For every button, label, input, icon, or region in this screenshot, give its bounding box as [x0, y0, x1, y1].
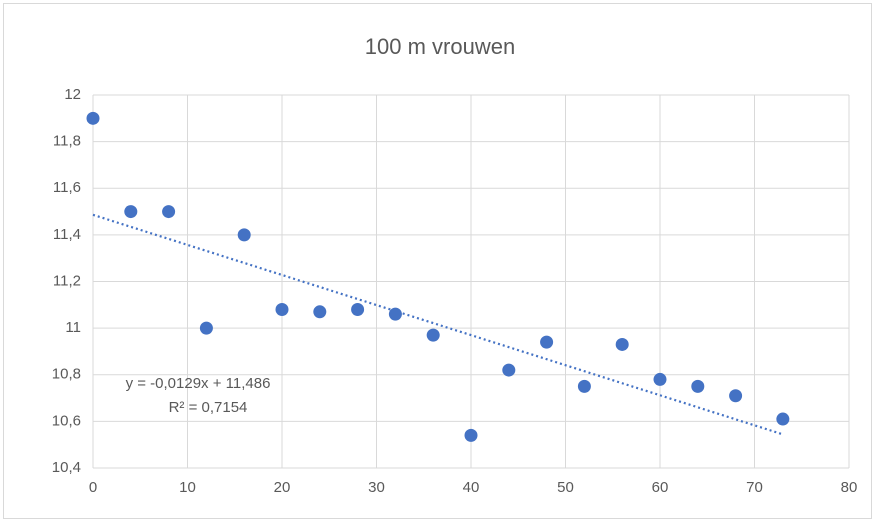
data-point	[237, 228, 251, 242]
chart-title: 100 m vrouwen	[365, 34, 515, 59]
data-point	[351, 302, 365, 316]
y-tick-label: 10,8	[52, 366, 81, 383]
data-point	[313, 305, 327, 319]
data-point	[426, 328, 440, 342]
y-tick-label: 10,6	[52, 412, 81, 429]
y-tick-label: 11,2	[53, 272, 81, 289]
x-tick-label: 10	[179, 479, 196, 496]
x-tick-label: 40	[463, 479, 480, 496]
x-tick-label: 50	[557, 479, 574, 496]
data-point	[388, 307, 402, 321]
trendline	[92, 213, 784, 436]
data-point	[86, 111, 100, 125]
data-point	[199, 321, 213, 335]
data-point	[653, 372, 667, 386]
x-tick-label: 60	[652, 479, 669, 496]
trendline-equation: y = -0,0129x + 11,486	[126, 375, 271, 392]
x-tick-label: 80	[841, 479, 858, 496]
data-point	[577, 379, 591, 393]
data-point	[162, 205, 176, 219]
chart-border	[3, 3, 872, 519]
y-tick-label: 11	[65, 319, 81, 336]
trendline-r-squared: R² = 0,7154	[169, 399, 248, 416]
y-tick-label: 12	[64, 86, 81, 103]
x-tick-label: 70	[746, 479, 763, 496]
y-tick-label: 10,4	[52, 459, 81, 476]
x-tick-label: 0	[89, 479, 97, 496]
y-tick-label: 11,6	[53, 179, 81, 196]
data-point	[124, 205, 138, 219]
data-point	[729, 389, 743, 403]
data-point	[540, 335, 554, 349]
x-tick-label: 20	[274, 479, 291, 496]
data-point	[464, 428, 478, 442]
data-point	[502, 363, 516, 377]
y-tick-label: 11,8	[53, 133, 81, 150]
data-point	[615, 337, 629, 351]
data-point	[776, 412, 790, 426]
x-tick-label: 30	[368, 479, 385, 496]
data-point	[275, 302, 289, 316]
y-tick-label: 11,4	[53, 226, 81, 243]
data-point	[691, 379, 705, 393]
